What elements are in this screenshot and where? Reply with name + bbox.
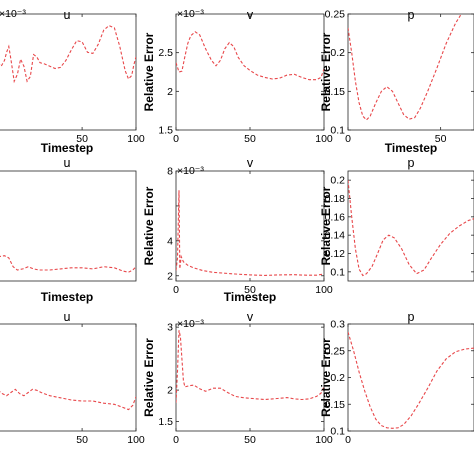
axes-box bbox=[347, 170, 474, 282]
subplot-title: p bbox=[408, 8, 415, 22]
x-tick-label: 50 bbox=[76, 434, 88, 446]
y-tick-label: 0.15 bbox=[325, 86, 346, 98]
x-axis-label: Timestep bbox=[41, 141, 93, 155]
axis-exponent-label: ×10⁻³ bbox=[177, 318, 204, 330]
axis-exponent-label: ×10⁻³ bbox=[0, 8, 26, 20]
y-tick-label: 0.15 bbox=[325, 399, 346, 411]
subplot-p-r3: p 00.1 0.15 0.2 0.25 0.3 Relative Error bbox=[319, 310, 474, 446]
y-tick-label: 0.14 bbox=[325, 230, 346, 242]
x-tick-label: 100 bbox=[315, 434, 333, 446]
x-tick-label: 100 bbox=[315, 284, 333, 296]
x-tick-label: 100 bbox=[127, 434, 145, 446]
y-axis-label: Relative Error bbox=[142, 338, 156, 417]
y-tick-label: 0.2 bbox=[330, 175, 345, 187]
subplot-p-r1: p 0 50 0.1 0.15 0.2 0.25 Relative Error Timestep bbox=[319, 8, 474, 155]
series-line-p bbox=[348, 331, 474, 429]
series-line-v bbox=[176, 190, 324, 276]
x-tick-label: 50 bbox=[244, 133, 256, 145]
axis-exponent-label: ×10⁻³ bbox=[177, 8, 204, 20]
axes-box bbox=[175, 170, 325, 282]
x-tick-label: 0 bbox=[173, 434, 179, 446]
y-tick-label: 0.2 bbox=[330, 372, 345, 384]
x-tick-label: 100 bbox=[127, 133, 145, 145]
y-tick-label: 0.25 bbox=[325, 9, 346, 21]
axes-box bbox=[175, 13, 325, 131]
y-tick-label: 2.5 bbox=[158, 47, 173, 59]
y-axis-label: Relative Error bbox=[319, 32, 333, 111]
y-axis-label: Relative Error bbox=[319, 186, 333, 265]
y-tick-label: 1.5 bbox=[158, 416, 173, 428]
subplot-title: u bbox=[64, 310, 71, 324]
y-tick-label: 0.1 bbox=[330, 266, 345, 278]
series-line-v bbox=[176, 330, 324, 403]
x-axis-label: Timestep bbox=[385, 141, 437, 155]
x-tick-label: 50 bbox=[244, 434, 256, 446]
axes-box bbox=[175, 323, 325, 432]
series-line-u bbox=[0, 388, 136, 411]
axes-box bbox=[0, 170, 137, 282]
y-tick-label: 0.18 bbox=[325, 193, 346, 205]
y-tick-label: 0.2 bbox=[330, 47, 345, 59]
x-tick-label: 0 bbox=[173, 284, 179, 296]
x-tick-label: 50 bbox=[435, 133, 447, 145]
subplot-title: v bbox=[247, 310, 254, 324]
x-tick-label: 50 bbox=[244, 284, 256, 296]
y-tick-label: 0.12 bbox=[325, 248, 346, 260]
subplot-v-r2: v ×10⁻³ 0 50 100 2 4 8 Relative Error Timestep bbox=[142, 156, 333, 304]
axes-box bbox=[347, 323, 474, 432]
series-line-u bbox=[0, 255, 136, 273]
subplot-title: u bbox=[64, 8, 71, 22]
x-tick-label: 0 bbox=[345, 133, 351, 145]
y-tick-label: 0.1 bbox=[330, 125, 345, 137]
x-tick-label: 0 bbox=[173, 133, 179, 145]
series-line-p bbox=[348, 180, 474, 277]
axes-box bbox=[347, 13, 474, 131]
y-tick-label: 0.16 bbox=[325, 211, 346, 223]
subplot-title: p bbox=[408, 156, 415, 170]
subplot-title: v bbox=[247, 156, 254, 170]
y-axis-label: Relative Error bbox=[142, 32, 156, 111]
y-tick-label: 4 bbox=[167, 235, 173, 247]
subplot-v-r3: v ×10⁻³ 0 50 100 1.5 2 3 Relative Error bbox=[142, 310, 333, 446]
x-tick-label: 100 bbox=[315, 133, 333, 145]
series-line-p bbox=[348, 14, 462, 121]
y-axis-label: Relative Error bbox=[319, 338, 333, 417]
y-tick-label: 1.5 bbox=[158, 125, 173, 137]
y-tick-label: 0.3 bbox=[330, 319, 345, 331]
x-axis-label: Timestep bbox=[224, 290, 276, 304]
y-tick-label: 8 bbox=[167, 166, 173, 178]
x-tick-label: 50 bbox=[76, 133, 88, 145]
y-axis-label: Relative Error bbox=[142, 186, 156, 265]
subplot-u-r3: u 50 100 bbox=[0, 310, 145, 446]
subplot-u-r1: u ×10⁻³ 50 100 Timestep bbox=[0, 8, 145, 155]
y-tick-label: 2 bbox=[167, 270, 173, 282]
y-tick-label: 0.1 bbox=[330, 426, 345, 438]
x-tick-label: 0 bbox=[345, 434, 351, 446]
y-tick-label: 3 bbox=[167, 322, 173, 334]
series-line-v bbox=[176, 31, 324, 81]
y-tick-label: 0.25 bbox=[325, 345, 346, 357]
axis-exponent-label: ×10⁻³ bbox=[177, 165, 204, 177]
y-tick-label: 2 bbox=[167, 385, 173, 397]
x-axis-label: Timestep bbox=[41, 290, 93, 304]
series-line-u bbox=[0, 24, 136, 84]
y-tick-label: 2 bbox=[167, 86, 173, 98]
subplot-u-r2: u Timestep bbox=[0, 156, 137, 304]
axes-box bbox=[0, 323, 137, 432]
axes-box bbox=[0, 13, 137, 131]
subplot-title: p bbox=[408, 310, 415, 324]
subplot-title: u bbox=[64, 156, 71, 170]
